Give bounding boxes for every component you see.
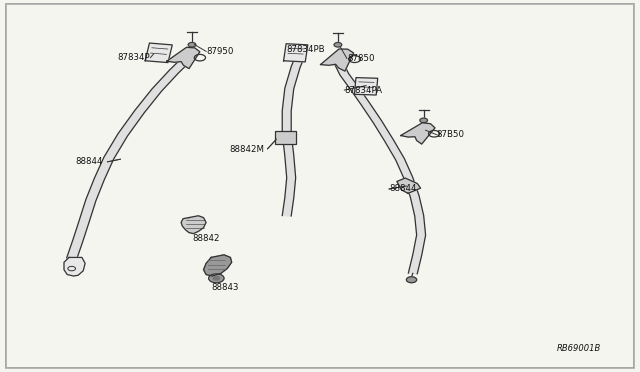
Polygon shape <box>333 61 426 274</box>
Circle shape <box>209 274 224 283</box>
Circle shape <box>334 42 342 47</box>
FancyBboxPatch shape <box>275 131 296 144</box>
Text: 88842M: 88842M <box>229 145 264 154</box>
Polygon shape <box>67 59 190 259</box>
Text: RB69001B: RB69001B <box>557 344 601 353</box>
Text: 87950: 87950 <box>206 47 234 56</box>
Polygon shape <box>355 78 378 95</box>
Polygon shape <box>204 255 232 276</box>
Polygon shape <box>284 44 308 62</box>
Text: 87850: 87850 <box>347 54 374 63</box>
Text: 88844: 88844 <box>76 157 103 166</box>
Text: 87B50: 87B50 <box>436 130 465 139</box>
Text: 87834PB: 87834PB <box>287 45 325 54</box>
Text: 87834PA: 87834PA <box>344 86 382 94</box>
Text: 88843: 88843 <box>211 283 239 292</box>
Polygon shape <box>401 123 435 144</box>
Text: 88842: 88842 <box>192 234 220 243</box>
Circle shape <box>188 42 196 47</box>
Polygon shape <box>321 49 353 71</box>
Circle shape <box>213 276 220 280</box>
Polygon shape <box>64 257 85 276</box>
Polygon shape <box>167 47 200 68</box>
Polygon shape <box>181 216 206 234</box>
Circle shape <box>420 118 428 123</box>
Polygon shape <box>145 43 172 62</box>
Text: 87834P: 87834P <box>118 53 150 62</box>
Polygon shape <box>282 51 307 216</box>
Text: 88844: 88844 <box>389 185 417 193</box>
Circle shape <box>406 277 417 283</box>
Polygon shape <box>397 178 420 193</box>
